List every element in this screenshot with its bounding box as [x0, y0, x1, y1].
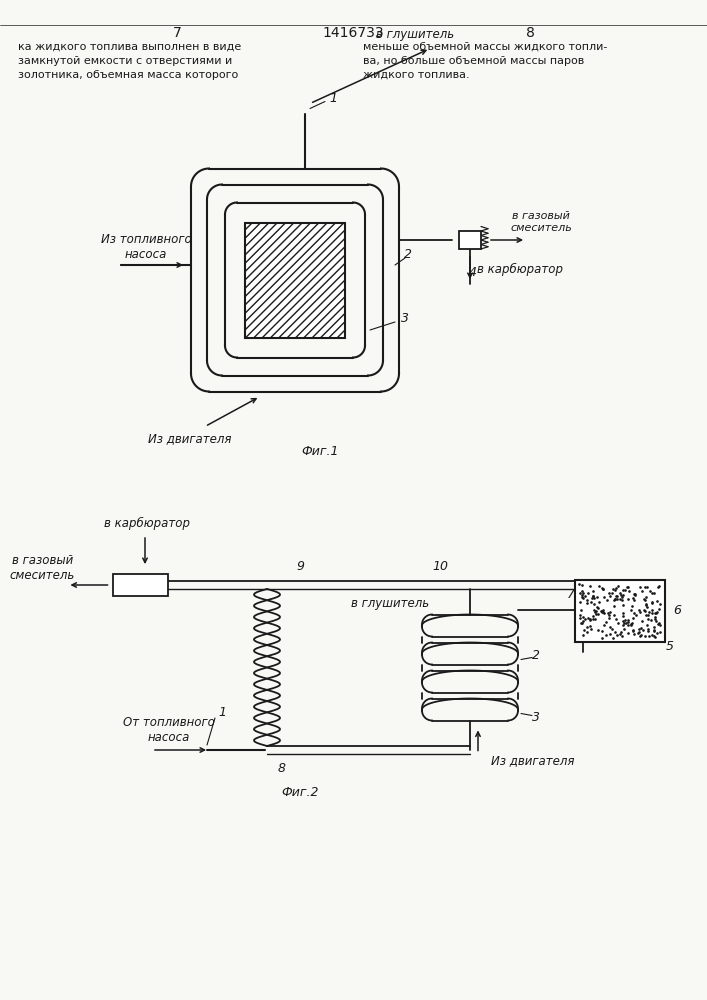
Text: 2: 2 — [404, 248, 412, 261]
Text: 3: 3 — [401, 312, 409, 324]
Text: 1: 1 — [218, 706, 226, 718]
Bar — [575, 580, 665, 642]
Text: 9: 9 — [296, 560, 304, 574]
Text: 1416733: 1416733 — [322, 26, 384, 40]
Bar — [245, 223, 345, 338]
Text: Из топливного
насоса: Из топливного насоса — [100, 233, 192, 261]
Text: Из двигателя: Из двигателя — [491, 754, 575, 767]
Text: 8: 8 — [525, 26, 534, 40]
Text: в газовый
смеситель: в газовый смеситель — [510, 211, 572, 233]
Text: 4: 4 — [469, 265, 477, 278]
Text: 4: 4 — [136, 578, 144, 591]
Text: 10: 10 — [432, 560, 448, 574]
Text: ка жидкого топлива выполнен в виде
замкнутой емкости с отверстиями и
золотника, : ка жидкого топлива выполнен в виде замкн… — [18, 42, 241, 80]
Text: 3: 3 — [532, 711, 540, 724]
Text: Из двигателя: Из двигателя — [148, 432, 232, 445]
Text: меньше объемной массы жидкого топли-
ва, но больше объемной массы паров
жидкого : меньше объемной массы жидкого топли- ва,… — [363, 42, 607, 80]
Text: Фиг.2: Фиг.2 — [281, 786, 319, 798]
Text: в глушитель: в глушитель — [376, 28, 454, 41]
Text: 8: 8 — [278, 762, 286, 774]
Text: в карбюратор: в карбюратор — [477, 262, 563, 276]
Text: в глушитель: в глушитель — [351, 596, 429, 609]
Text: 6: 6 — [673, 604, 681, 617]
Text: в газовый
смеситель: в газовый смеситель — [10, 554, 75, 582]
Text: в карбюратор: в карбюратор — [104, 516, 190, 530]
Text: 7: 7 — [173, 26, 182, 40]
Bar — [245, 223, 345, 338]
Text: 5: 5 — [666, 641, 674, 654]
Text: От топливного
насоса: От топливного насоса — [123, 716, 215, 744]
Text: 2: 2 — [532, 649, 540, 662]
Bar — [112, 574, 168, 596]
Text: Фиг.1: Фиг.1 — [301, 445, 339, 458]
Text: 1: 1 — [329, 92, 337, 105]
Bar — [459, 231, 481, 249]
Text: 7: 7 — [567, 588, 575, 601]
